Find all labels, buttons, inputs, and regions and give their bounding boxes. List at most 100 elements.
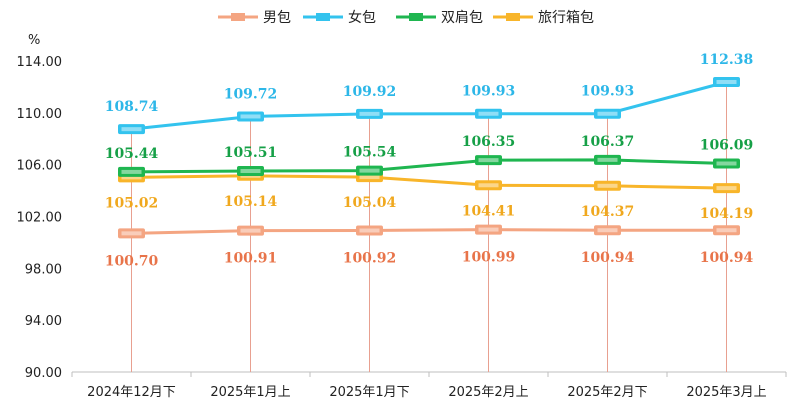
- legend-marker: [409, 13, 423, 21]
- marker-男包: [118, 228, 145, 239]
- legend-marker: [231, 13, 245, 21]
- series-line-旅行箱包: [131, 174, 727, 190]
- x-tick-label: 2024年12月下: [87, 385, 176, 400]
- y-tick-label: 110.00: [17, 107, 63, 122]
- data-label-旅行箱包: 104.37: [581, 204, 635, 220]
- marker-highlight: [597, 157, 618, 162]
- data-label-双肩包: 106.35: [462, 134, 516, 150]
- marker-双肩包: [356, 165, 383, 176]
- legend-label: 女包: [348, 9, 376, 26]
- data-label-旅行箱包: 104.41: [462, 203, 516, 219]
- marker-highlight: [597, 183, 618, 188]
- y-tick-label: 98.00: [25, 262, 62, 277]
- x-tick-label: 2025年2月下: [567, 385, 647, 400]
- series-markers: [118, 76, 740, 239]
- data-label-旅行箱包: 105.14: [224, 194, 278, 210]
- marker-双肩包: [118, 166, 145, 177]
- x-tick-label: 2025年1月上: [210, 385, 290, 400]
- x-tick-label: 2025年2月上: [448, 385, 528, 400]
- marker-旅行箱包: [713, 183, 740, 194]
- marker-highlight: [597, 228, 618, 233]
- marker-女包: [475, 108, 502, 119]
- data-label-男包: 100.94: [581, 250, 635, 266]
- marker-highlight: [478, 227, 499, 232]
- data-label-双肩包: 105.44: [105, 146, 159, 162]
- x-tick-label: 2025年1月下: [329, 385, 409, 400]
- marker-highlight: [359, 228, 380, 233]
- y-tick-label: 114.00: [17, 55, 63, 70]
- y-axis: 90.00 94.00 98.00 102.00 106.00 110.00 114.00: [17, 55, 63, 381]
- marker-双肩包: [594, 154, 621, 165]
- data-label-女包: 109.72: [224, 86, 278, 102]
- y-tick-label: 106.00: [17, 159, 63, 174]
- data-label-男包: 100.92: [343, 250, 397, 266]
- data-label-男包: 100.99: [462, 250, 516, 266]
- marker-highlight: [716, 228, 737, 233]
- marker-双肩包: [713, 158, 740, 169]
- marker-女包: [713, 76, 740, 87]
- x-axis: 2024年12月下 2025年1月上 2025年1月下 2025年2月上 2025年2月…: [71, 371, 787, 400]
- data-label-女包: 109.93: [581, 84, 635, 100]
- legend-label: 双肩包: [441, 10, 483, 26]
- marker-男包: [475, 224, 502, 235]
- marker-highlight: [597, 111, 618, 116]
- legend: 男包 女包 双肩包 旅行箱包: [218, 9, 594, 26]
- legend-marker: [316, 13, 330, 21]
- series-line-女包: [131, 80, 727, 131]
- marker-女包: [118, 124, 145, 135]
- marker-highlight: [716, 161, 737, 166]
- marker-highlight: [359, 175, 380, 180]
- data-label-女包: 109.92: [343, 84, 397, 100]
- marker-双肩包: [475, 155, 502, 166]
- data-label-男包: 100.70: [105, 253, 159, 269]
- marker-女包: [594, 108, 621, 119]
- data-label-女包: 112.38: [700, 52, 754, 68]
- marker-highlight: [478, 158, 499, 163]
- marker-highlight: [121, 169, 142, 174]
- legend-marker: [506, 13, 520, 21]
- y-axis-label: %: [28, 33, 40, 48]
- data-label-女包: 108.74: [105, 99, 159, 115]
- marker-highlight: [716, 186, 737, 191]
- marker-highlight: [240, 228, 261, 233]
- data-label-男包: 100.91: [224, 251, 278, 267]
- data-label-双肩包: 105.51: [224, 145, 278, 161]
- marker-highlight: [359, 168, 380, 173]
- marker-highlight: [121, 175, 142, 180]
- series-lines: [131, 80, 727, 235]
- data-label-旅行箱包: 105.04: [343, 195, 397, 211]
- leader-lines: [131, 81, 727, 372]
- series-line-双肩包: [131, 158, 727, 174]
- data-label-旅行箱包: 105.02: [105, 195, 159, 211]
- data-labels: 100.70 100.91 100.92 100.99 100.94 100.94 108.…: [105, 52, 754, 269]
- marker-双肩包: [237, 166, 264, 177]
- marker-highlight: [121, 231, 142, 236]
- marker-highlight: [240, 114, 261, 119]
- marker-旅行箱包: [475, 180, 502, 191]
- marker-男包: [594, 225, 621, 236]
- series-line-男包: [131, 228, 727, 235]
- x-tick-label: 2025年3月上: [686, 385, 766, 400]
- y-tick-label: 90.00: [25, 366, 62, 381]
- legend-label: 旅行箱包: [538, 10, 594, 26]
- marker-男包: [237, 225, 264, 236]
- marker-女包: [356, 108, 383, 119]
- data-label-女包: 109.93: [462, 84, 516, 100]
- data-label-旅行箱包: 104.19: [700, 206, 754, 222]
- marker-男包: [356, 225, 383, 236]
- legend-label: 男包: [263, 10, 291, 26]
- marker-highlight: [359, 111, 380, 116]
- marker-highlight: [478, 111, 499, 116]
- y-tick-label: 102.00: [17, 211, 63, 226]
- data-label-男包: 100.94: [700, 250, 754, 266]
- marker-highlight: [478, 183, 499, 188]
- marker-highlight: [121, 127, 142, 132]
- data-label-双肩包: 106.09: [700, 138, 754, 154]
- marker-女包: [237, 111, 264, 122]
- marker-旅行箱包: [594, 180, 621, 191]
- y-tick-label: 94.00: [25, 314, 62, 329]
- marker-男包: [713, 225, 740, 236]
- data-label-双肩包: 105.54: [343, 145, 397, 161]
- marker-highlight: [716, 79, 737, 84]
